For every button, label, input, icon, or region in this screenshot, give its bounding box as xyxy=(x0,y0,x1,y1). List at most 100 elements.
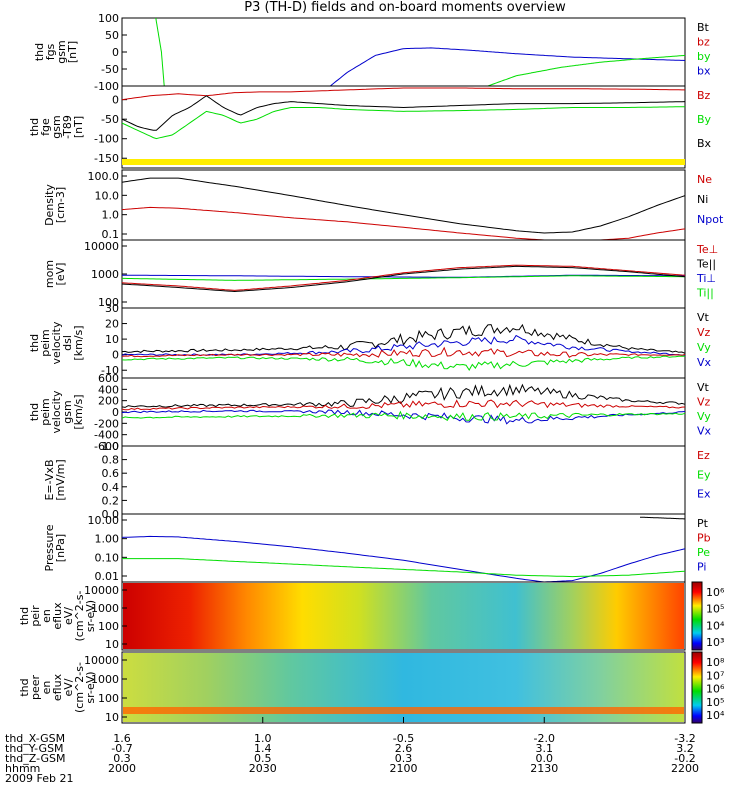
panel-5-ylabel: thd xyxy=(28,403,41,421)
panel-3-ytick: 10000 xyxy=(84,240,119,253)
series-Bx-line xyxy=(121,95,686,131)
panel-5-ylabel: velocity xyxy=(50,390,63,433)
xaxis-row-value: 2030 xyxy=(249,762,277,775)
panel-7-ytick: 0.01 xyxy=(95,570,120,583)
panel-5-ytick: 0 xyxy=(112,406,119,419)
panel-2-ytick: 100.0 xyxy=(88,170,120,183)
xaxis-row-value: 2130 xyxy=(530,762,558,775)
panel-3-ylabel: [eV] xyxy=(54,263,67,286)
legend-bx: bx xyxy=(697,65,711,78)
xaxis-row-value: 3.1 xyxy=(536,742,554,755)
panel-0-ytick: -100 xyxy=(94,80,119,93)
legend-Ni: Ni xyxy=(697,193,708,206)
panel-8-ylabel: (cm^2-s- xyxy=(73,591,86,642)
panel-4-ylabel: thd xyxy=(28,334,41,352)
panel-4-ylabel: dsl xyxy=(61,335,74,351)
panel-9-ylabel: en xyxy=(40,681,53,695)
colorbar-tick-label: 10⁶ xyxy=(706,586,725,599)
panel-1-frame xyxy=(121,85,686,169)
spectrogram-ion xyxy=(123,583,684,649)
series-by-line xyxy=(155,18,165,86)
panel-1-ylabel: [nT] xyxy=(72,116,85,138)
legend-Te||: Te|| xyxy=(696,258,716,271)
panel-9-ylabel: (cm^2-s- xyxy=(73,662,86,713)
panel-7-ylabel: Pressure xyxy=(43,524,56,571)
xaxis-row-value: 2000 xyxy=(108,762,136,775)
panel-4-ylabel: [km/s] xyxy=(72,325,85,360)
panel-6-ytick: 0.2 xyxy=(102,494,120,507)
xaxis-row-value: 2200 xyxy=(671,762,699,775)
panel-6-ytick: 0.0 xyxy=(102,508,120,521)
panel-6-frame xyxy=(121,445,686,515)
panel-6-ylabel: E=-VxB xyxy=(43,459,56,500)
legend-Pb: Pb xyxy=(697,532,711,545)
panel-5-ytick: 600 xyxy=(98,372,119,385)
series-Pe-line xyxy=(122,558,686,578)
panel-9-ylabel: eflux xyxy=(51,673,64,701)
xaxis-row-label: hhmm xyxy=(5,762,40,775)
legend-Vy: Vy xyxy=(697,341,711,354)
series-Bz-line xyxy=(121,87,685,101)
legend-Pi: Pi xyxy=(697,561,706,574)
panel-8-ylabel: sr-eV) xyxy=(84,600,97,632)
colorbar-ion xyxy=(691,581,703,651)
legend-Ex: Ex xyxy=(697,488,711,501)
xaxis-row-value: 1.4 xyxy=(254,742,272,755)
xaxis-row-value: -3.2 xyxy=(674,732,695,745)
series-Vt-line xyxy=(121,323,686,354)
panel-1-ylabel: fge xyxy=(39,118,52,136)
panel-8-frame xyxy=(121,581,686,651)
xaxis-row-value: -0.7 xyxy=(111,742,132,755)
legend-Ti⊥: Ti⊥ xyxy=(696,272,716,285)
colorbar-tick-label: 10⁸ xyxy=(706,656,725,669)
panel-5-ytick: -200 xyxy=(94,417,119,430)
xaxis-row-value: -0.5 xyxy=(393,732,414,745)
legend-Ez: Ez xyxy=(697,449,710,462)
panel-8-ytick: 100 xyxy=(98,620,119,633)
legend-by: by xyxy=(697,50,711,63)
colorbar-tick-label: 10⁶ xyxy=(706,683,725,696)
xaxis-row-value: 0.5 xyxy=(254,752,272,765)
legend-Vx: Vx xyxy=(697,425,712,438)
panel-8-ytick: 10000 xyxy=(84,584,119,597)
quality-flag-bar xyxy=(122,159,685,165)
panel-9-ytick: 10 xyxy=(105,711,119,724)
panel-7-frame xyxy=(121,513,686,583)
legend-bz: bz xyxy=(697,36,710,49)
legend-Ti||: Ti|| xyxy=(696,287,714,300)
panel-7-ytick: 0.10 xyxy=(95,551,120,564)
panel-9-ylabel: peer xyxy=(29,675,42,701)
panel-0-ylabel: fgs xyxy=(44,43,57,60)
panel-4-ytick: 20 xyxy=(105,318,119,331)
panel-0-ylabel: thd xyxy=(33,43,46,61)
panel-1-ytick: -100 xyxy=(94,133,119,146)
colorbar-electron xyxy=(691,651,703,724)
series-Pi-line xyxy=(121,535,686,583)
legend-Ey: Ey xyxy=(697,468,711,481)
panel-0-ytick: 50 xyxy=(105,29,119,42)
xaxis-row-value: 3.2 xyxy=(676,742,694,755)
panel-7-ytick: 10.00 xyxy=(88,514,120,527)
panel-6-ytick: 0.6 xyxy=(102,467,120,480)
date-label: 2009 Feb 21 xyxy=(5,772,73,785)
panel-0-ylabel: gsm xyxy=(55,40,68,63)
series-Vz-line xyxy=(121,399,686,411)
colorbar-tick-label: 10⁵ xyxy=(706,696,724,709)
panel-8-ytick: 1000 xyxy=(91,602,119,615)
panel-8-ylabel: eflux xyxy=(51,602,64,630)
xaxis-row-label: thd_Y-GSM xyxy=(5,742,64,755)
legend-Pe: Pe xyxy=(697,546,710,559)
legend-Vz: Vz xyxy=(697,326,711,339)
panel-2-ytick: 10.0 xyxy=(95,189,120,202)
panel-0-ytick: -50 xyxy=(101,63,119,76)
series-Vz-line xyxy=(121,346,686,358)
xaxis-row-value: 2100 xyxy=(390,762,418,775)
panel-5-ytick: -400 xyxy=(94,429,119,442)
panel-3-ylabel: mom xyxy=(43,260,56,288)
panel-8-ylabel: en xyxy=(40,609,53,623)
panel-4-ytick: -10 xyxy=(101,364,119,377)
colorbar-tick-label: 10⁵ xyxy=(706,603,724,616)
panel-5-ylabel: gsm xyxy=(61,400,74,423)
panel-1-ytick: -50 xyxy=(101,113,119,126)
legend-Bt: Bt xyxy=(697,21,710,34)
